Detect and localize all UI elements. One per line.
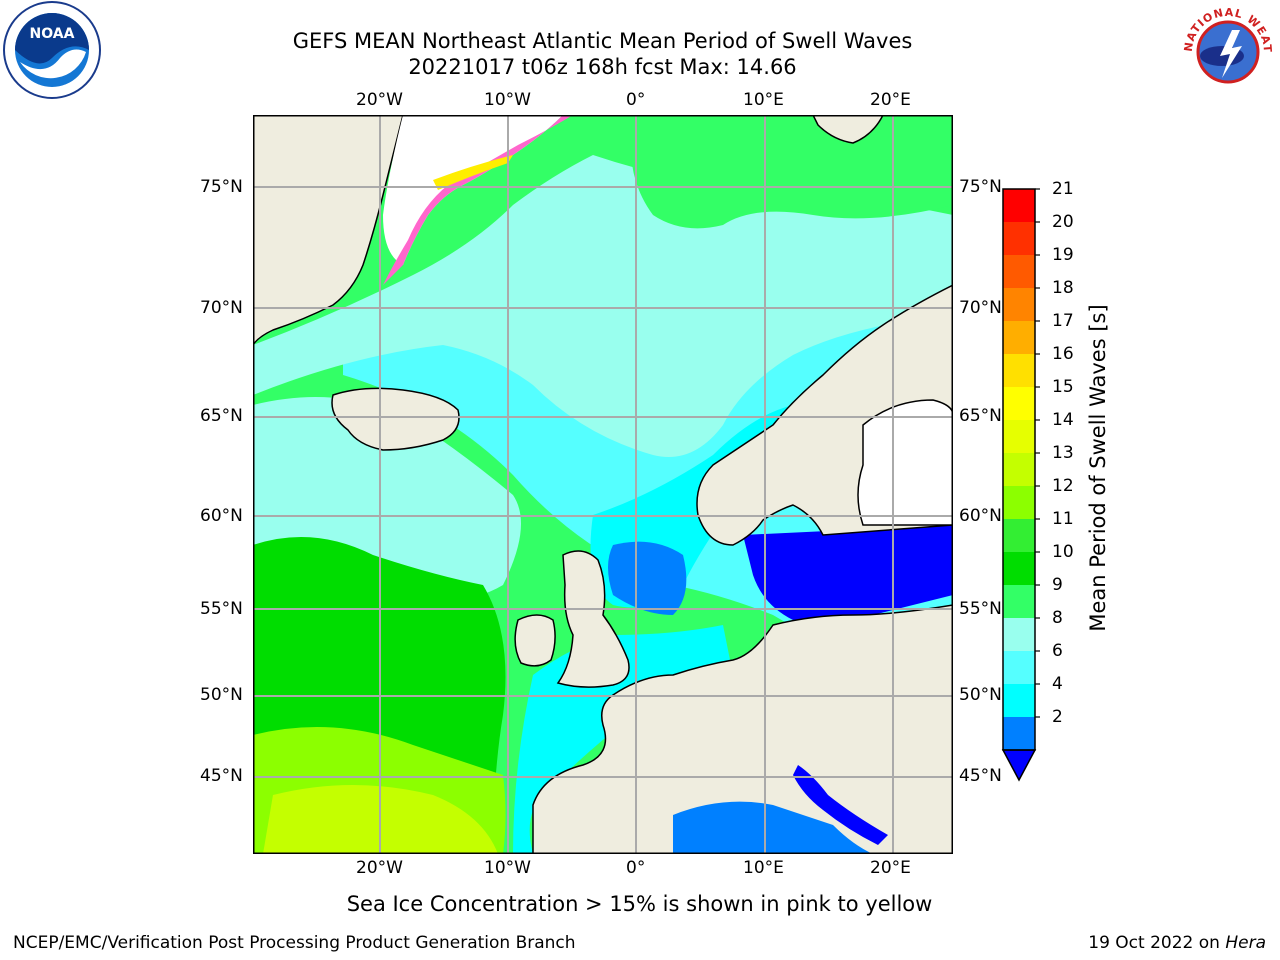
- land-greenland: [253, 115, 404, 347]
- lon-label-bottom-3: 0°: [626, 858, 646, 878]
- lat-label-left-1: 75°N: [200, 177, 243, 197]
- colorbar-band: [1003, 288, 1035, 322]
- land-svalbard: [812, 115, 884, 144]
- nws-logo: NATIONAL WEATHER SERVICE: [1176, 0, 1276, 100]
- colorbar-band: [1003, 651, 1035, 685]
- colorbar-band: [1003, 222, 1035, 256]
- land-continental-europe: [532, 604, 953, 854]
- colorbar-tick-labels: 21 20 19 18 17 16 15 14 13 12 11 10 9 8 6 4 2: [1040, 0, 1080, 960]
- colorbar-tick-label: 11: [1052, 509, 1074, 529]
- colorbar-tick-label: 17: [1052, 311, 1074, 331]
- colorbar-band: [1003, 585, 1035, 619]
- map-frame: [253, 115, 953, 854]
- lat-label-right-5: 55°N: [959, 599, 1002, 619]
- lon-label-top-3: 0°: [626, 90, 646, 110]
- colorbar-tick-label: 12: [1052, 476, 1074, 496]
- lon-label-bottom-1: 20°W: [356, 858, 403, 878]
- colorbar-tick-label: 19: [1052, 245, 1074, 265]
- colorbar-band: [1003, 552, 1035, 586]
- lon-label-bottom-2: 10°W: [484, 858, 531, 878]
- land-iceland: [331, 387, 460, 451]
- colorbar-band: [1003, 453, 1035, 487]
- colorbar-extend-arrow: [1001, 749, 1037, 782]
- colorbar-tick-label: 4: [1052, 674, 1063, 694]
- map-title-line2: 20221017 t06z 168h fcst Max: 14.66: [408, 55, 797, 79]
- swell-region-4s-north-sea: [608, 541, 687, 615]
- lat-label-left-4: 60°N: [200, 506, 243, 526]
- colorbar-tick-label: 2: [1052, 707, 1063, 727]
- map-title-line1: GEFS MEAN Northeast Atlantic Mean Period…: [292, 29, 913, 53]
- lon-label-top-4: 10°E: [743, 90, 784, 110]
- lon-label-bottom-4: 10°E: [743, 858, 784, 878]
- sea-ice-pack: [383, 115, 563, 265]
- map-panel: [253, 115, 953, 854]
- colorbar-frame: [1002, 188, 1036, 751]
- land-great-britain: [556, 550, 630, 688]
- graticule: [253, 115, 953, 854]
- sea-ice-edge-yellow: [433, 155, 513, 190]
- footer-host: Hera: [1225, 933, 1266, 953]
- lat-label-left-3: 65°N: [200, 406, 243, 426]
- colorbar-tick-label: 6: [1052, 641, 1063, 661]
- lat-label-right-2: 70°N: [959, 298, 1002, 318]
- colorbar-band: [1003, 684, 1035, 718]
- lat-label-right-4: 60°N: [959, 506, 1002, 526]
- lat-label-right-6: 50°N: [959, 685, 1002, 705]
- sea-ice-note: Sea Ice Concentration > 15% is shown in …: [346, 892, 933, 916]
- lat-label-right-3: 65°N: [959, 406, 1002, 426]
- footer-date: 19 Oct 2022 on Hera: [1088, 932, 1266, 954]
- colorbar-tick-label: 15: [1052, 377, 1074, 397]
- swell-region-9s: [253, 155, 953, 457]
- colorbar-tick-label: 16: [1052, 344, 1074, 364]
- colorbar-band: [1003, 486, 1035, 520]
- lat-label-left-7: 45°N: [200, 766, 243, 786]
- colorbar: [1001, 188, 1040, 782]
- swell-region-10s-north: [630, 115, 953, 229]
- noaa-logo: NOAA: [3, 1, 101, 99]
- colorbar-tick-label: 9: [1052, 575, 1063, 595]
- colorbar-tick-label: 18: [1052, 278, 1074, 298]
- colorbar-label: Mean Period of Swell Waves [s]: [1086, 304, 1110, 632]
- lat-label-left-6: 50°N: [200, 685, 243, 705]
- lon-label-top-5: 20°E: [870, 90, 911, 110]
- adriatic-water: [793, 765, 888, 845]
- gulf-of-bothnia: [857, 399, 953, 526]
- colorbar-tick-label: 13: [1052, 443, 1074, 463]
- footer-date-text: 19 Oct 2022 on: [1088, 933, 1226, 953]
- colorbar-band: [1003, 420, 1035, 454]
- lon-label-top-2: 10°W: [484, 90, 531, 110]
- lon-label-top-1: 20°W: [356, 90, 403, 110]
- lat-label-left-2: 70°N: [200, 298, 243, 318]
- colorbar-tick-label: 14: [1052, 410, 1074, 430]
- swell-region-2s-baltic: [743, 525, 953, 622]
- footer-credit: NCEP/EMC/Verification Post Processing Pr…: [13, 933, 576, 953]
- colorbar-band: [1003, 618, 1035, 652]
- colorbar-band: [1003, 519, 1035, 553]
- colorbar-tick-label: 8: [1052, 608, 1063, 628]
- mediterranean-water: [673, 801, 873, 854]
- lon-label-bottom-5: 20°E: [870, 858, 911, 878]
- colorbar-tick-label: 20: [1052, 212, 1074, 232]
- colorbar-band: [1003, 321, 1035, 355]
- colorbar-band: [1003, 255, 1035, 289]
- colorbar-band: [1003, 189, 1035, 223]
- colorbar-band: [1003, 717, 1035, 751]
- lat-label-right-1: 75°N: [959, 177, 1002, 197]
- noaa-logo-text: NOAA: [30, 26, 75, 42]
- colorbar-label-container: Mean Period of Swell Waves [s]: [1078, 186, 1118, 750]
- lat-label-left-5: 55°N: [200, 599, 243, 619]
- colorbar-band: [1003, 387, 1035, 421]
- land-ireland: [514, 614, 556, 667]
- colorbar-band: [1003, 354, 1035, 388]
- lat-label-right-7: 45°N: [959, 766, 1002, 786]
- colorbar-tick-label: 10: [1052, 542, 1074, 562]
- colorbar-tick-label: 21: [1052, 179, 1074, 199]
